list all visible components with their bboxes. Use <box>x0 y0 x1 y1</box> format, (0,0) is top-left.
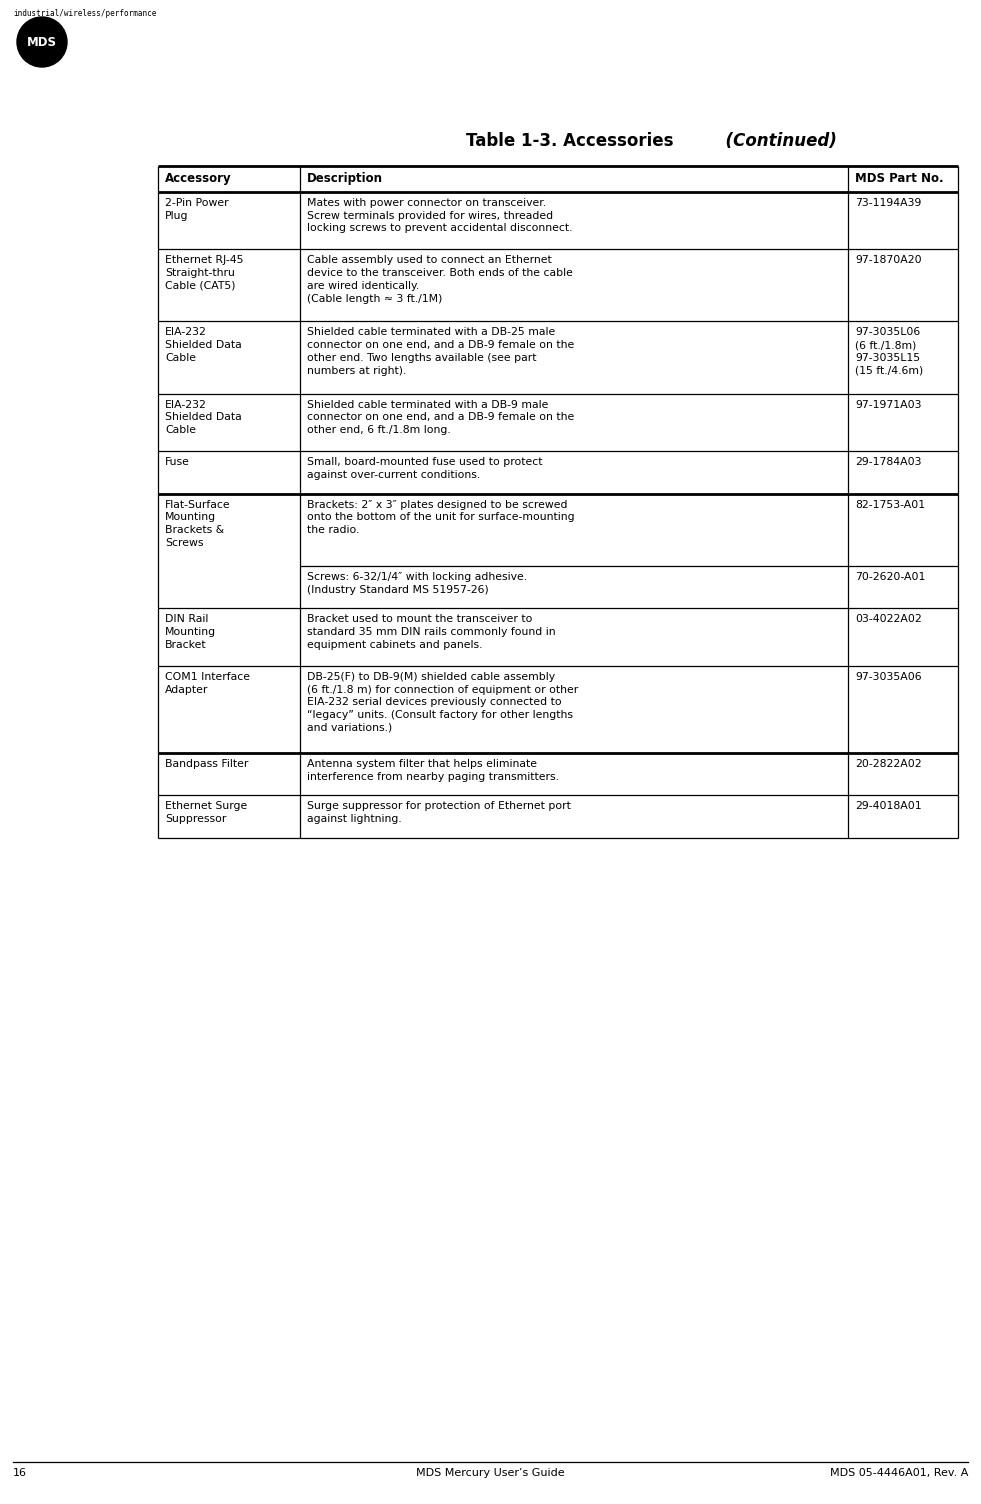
Text: Description: Description <box>307 171 383 185</box>
Text: Table 1-3. Accessories: Table 1-3. Accessories <box>466 132 674 150</box>
Text: Shielded cable terminated with a DB-9 male
connector on one end, and a DB-9 fema: Shielded cable terminated with a DB-9 ma… <box>307 400 574 435</box>
Text: industrial/wireless/performance: industrial/wireless/performance <box>13 9 156 18</box>
Text: 03-4022A02: 03-4022A02 <box>855 615 922 624</box>
Text: Cable assembly used to connect an Ethernet
device to the transceiver. Both ends : Cable assembly used to connect an Ethern… <box>307 256 573 304</box>
Text: COM1 Interface
Adapter: COM1 Interface Adapter <box>165 672 250 695</box>
Text: 97-3035A06: 97-3035A06 <box>855 672 921 681</box>
Text: (Continued): (Continued) <box>713 132 837 150</box>
Circle shape <box>17 17 67 68</box>
Text: EIA-232
Shielded Data
Cable: EIA-232 Shielded Data Cable <box>165 328 241 362</box>
Text: Screws: 6-32/1/4″ with locking adhesive.
(Industry Standard MS 51957-26): Screws: 6-32/1/4″ with locking adhesive.… <box>307 572 527 594</box>
Text: 16: 16 <box>13 1468 27 1478</box>
Text: Bracket used to mount the transceiver to
standard 35 mm DIN rails commonly found: Bracket used to mount the transceiver to… <box>307 615 555 650</box>
Text: MDS 05-4446A01, Rev. A: MDS 05-4446A01, Rev. A <box>830 1468 968 1478</box>
Text: MDS Part No.: MDS Part No. <box>855 171 944 185</box>
Text: Shielded cable terminated with a DB-25 male
connector on one end, and a DB-9 fem: Shielded cable terminated with a DB-25 m… <box>307 328 574 376</box>
Text: Antenna system filter that helps eliminate
interference from nearby paging trans: Antenna system filter that helps elimina… <box>307 760 559 782</box>
Text: Ethernet Surge
Suppressor: Ethernet Surge Suppressor <box>165 802 247 824</box>
Text: Brackets: 2″ x 3″ plates designed to be screwed
onto the bottom of the unit for : Brackets: 2″ x 3″ plates designed to be … <box>307 499 575 535</box>
Text: Accessory: Accessory <box>165 171 232 185</box>
Text: Ethernet RJ-45
Straight-thru
Cable (CAT5): Ethernet RJ-45 Straight-thru Cable (CAT5… <box>165 256 243 290</box>
Text: Fuse: Fuse <box>165 457 190 468</box>
Text: EIA-232
Shielded Data
Cable: EIA-232 Shielded Data Cable <box>165 400 241 435</box>
Text: Small, board-mounted fuse used to protect
against over-current conditions.: Small, board-mounted fuse used to protec… <box>307 457 542 480</box>
Text: 20-2822A02: 20-2822A02 <box>855 760 921 769</box>
Text: MDS: MDS <box>27 36 57 48</box>
Text: Bandpass Filter: Bandpass Filter <box>165 760 248 769</box>
Text: 97-1870A20: 97-1870A20 <box>855 256 921 265</box>
Text: MDS Mercury User’s Guide: MDS Mercury User’s Guide <box>416 1468 565 1478</box>
Text: 82-1753-A01: 82-1753-A01 <box>855 499 925 510</box>
Text: DIN Rail
Mounting
Bracket: DIN Rail Mounting Bracket <box>165 615 216 650</box>
Text: 29-1784A03: 29-1784A03 <box>855 457 921 468</box>
Text: 97-3035L06
(6 ft./1.8m)
97-3035L15
(15 ft./4.6m): 97-3035L06 (6 ft./1.8m) 97-3035L15 (15 f… <box>855 328 923 376</box>
Text: 97-1971A03: 97-1971A03 <box>855 400 921 409</box>
Text: Flat-Surface
Mounting
Brackets &
Screws: Flat-Surface Mounting Brackets & Screws <box>165 499 231 547</box>
Text: 29-4018A01: 29-4018A01 <box>855 802 921 811</box>
Text: 73-1194A39: 73-1194A39 <box>855 199 921 208</box>
Text: Mates with power connector on transceiver.
Screw terminals provided for wires, t: Mates with power connector on transceive… <box>307 199 573 233</box>
Text: Surge suppressor for protection of Ethernet port
against lightning.: Surge suppressor for protection of Ether… <box>307 802 571 824</box>
Text: DB-25(F) to DB-9(M) shielded cable assembly
(6 ft./1.8 m) for connection of equi: DB-25(F) to DB-9(M) shielded cable assem… <box>307 672 578 732</box>
Text: 70-2620-A01: 70-2620-A01 <box>855 572 925 582</box>
Text: 2-Pin Power
Plug: 2-Pin Power Plug <box>165 199 229 221</box>
